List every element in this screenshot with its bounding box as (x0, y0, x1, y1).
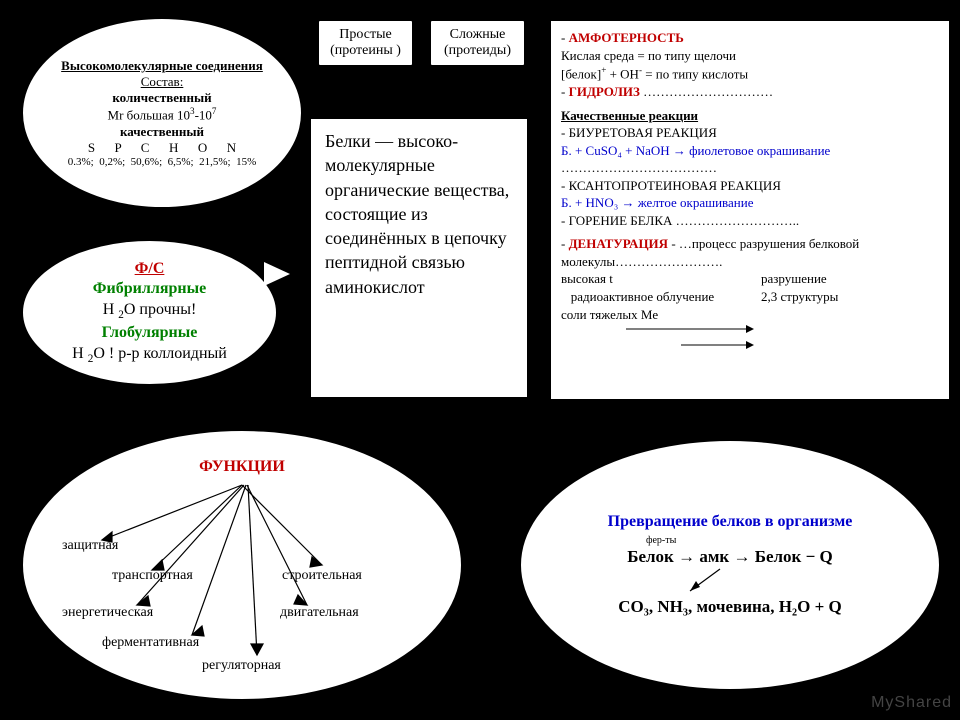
fs-fib: Фибриллярные (93, 279, 206, 300)
func-f7: регуляторная (202, 658, 281, 674)
hydro: - ГИДРОЛИЗ ………………………… (561, 83, 939, 101)
d1b: разрушение (761, 270, 827, 288)
properties-box: - АМФОТЕРНОСТЬ Кислая среда = по типу ще… (550, 20, 950, 400)
func-f3: строительная (282, 568, 362, 584)
simple-l1: Простые (339, 27, 391, 42)
func-f1: защитная (62, 538, 118, 554)
d2a: радиоактивное облучение (561, 288, 761, 306)
fsg2a: H (72, 345, 88, 362)
comp-title: Высокомолекулярные соединения (61, 58, 263, 74)
xanto: - КСАНТОПРОТЕИНОВАЯ РЕАКЦИЯ (561, 177, 939, 195)
complex-l2: (протеиды) (444, 43, 511, 58)
arrow-complex-line (476, 78, 478, 116)
fs-glob2: H 2O ! р-р коллоидный (72, 344, 227, 367)
trans-l2: CO₃, NH₃, мочевина, H₂O + Q (618, 597, 841, 617)
definition-box: Белки — высоко-молекулярные органические… (310, 118, 528, 398)
d1: высокая tразрушение (561, 270, 939, 288)
qr-title: Качественные реакции (561, 107, 939, 125)
watermark: MyShared (871, 694, 952, 712)
complex-l1: Сложные (450, 27, 506, 42)
amf-l2: [белок]+ + OH- = по типу кислоты (561, 64, 939, 83)
fsf2a: H (103, 301, 119, 318)
dots1: ……………………………… (561, 159, 939, 177)
simple-l2: (протеины ) (330, 43, 401, 58)
fsf2b: O прочны! (124, 301, 196, 318)
mr-e2: 7 (212, 106, 217, 116)
denat: - ДЕНАТУРАЦИЯ - …процесс разрушения белк… (561, 235, 939, 270)
comp-percents: 0.3%; 0,2%; 50,6%; 6,5%; 21,5%; 15% (68, 156, 257, 168)
fs-fib2: H 2O прочны! (103, 300, 197, 323)
amf-l1: Кислая среда = по типу щелочи (561, 47, 939, 65)
mr-base: Mr большая 10 (108, 108, 191, 123)
arrow-complex-head (471, 68, 481, 78)
comp-quant: количественный (112, 90, 211, 106)
fsg2b: O ! р-р коллоидный (93, 345, 227, 362)
burn: - ГОРЕНИЕ БЕЛКА ……………………….. (561, 212, 939, 230)
amf2c: = по типу кислоты (642, 66, 748, 81)
func-f5: двигательная (280, 605, 359, 621)
func-f2: транспортная (112, 568, 193, 584)
comp-mr: Mr большая 103-107 (108, 106, 217, 123)
comp-elements: S P C H O N (88, 140, 236, 156)
trans-l1: Белок → амк → Белок − Q (627, 547, 833, 567)
comp-qual: качественный (120, 124, 204, 140)
arrow-simple-line (364, 78, 366, 116)
complex-box: Сложные(протеиды) (430, 20, 525, 66)
arrow-simple-head (359, 68, 369, 78)
bubble-tail-icon (264, 262, 290, 286)
amf-t: АМФОТЕРНОСТЬ (569, 30, 684, 45)
d2b: 2,3 структуры (761, 288, 838, 306)
fs-glob: Глобулярные (102, 323, 198, 344)
composition-oval: Высокомолекулярные соединения Состав: ко… (22, 18, 302, 208)
biuret-eq: Б. + CuSO₄ + NaOH → фиолетовое окрашиван… (561, 142, 939, 160)
func-f6: ферментативная (102, 635, 199, 651)
trans-title: Превращение белков в организме (608, 513, 853, 531)
transformation-oval: Превращение белков в организме фер-ты Бе… (520, 440, 940, 690)
d1a: высокая t (561, 270, 761, 288)
amf2b: + OH (606, 66, 639, 81)
biuret: - БИУРЕТОВАЯ РЕАКЦИЯ (561, 124, 939, 142)
trans-down-arrow-icon (630, 567, 830, 597)
denat-arrows-icon (626, 321, 756, 371)
functions-content: ФУНКЦИИ защитная транспортная строительн… (22, 430, 462, 700)
amf2a: [белок] (561, 66, 601, 81)
d2: радиоактивное облучение2,3 структуры (561, 288, 939, 306)
mr-dash: -10 (195, 108, 212, 123)
xanto-eq: Б. + HNO₃ → желтое окрашивание (561, 194, 939, 212)
trans-enz: фер-ты (646, 535, 676, 546)
simple-box: Простые(протеины ) (318, 20, 413, 66)
comp-sostav: Состав: (141, 74, 184, 90)
func-f4: энергетическая (62, 605, 153, 621)
fs-title: Ф/С (135, 259, 165, 280)
fs-bubble: Ф/С Фибриллярные H 2O прочны! Глобулярны… (22, 240, 277, 385)
amf-title: - АМФОТЕРНОСТЬ (561, 29, 939, 47)
